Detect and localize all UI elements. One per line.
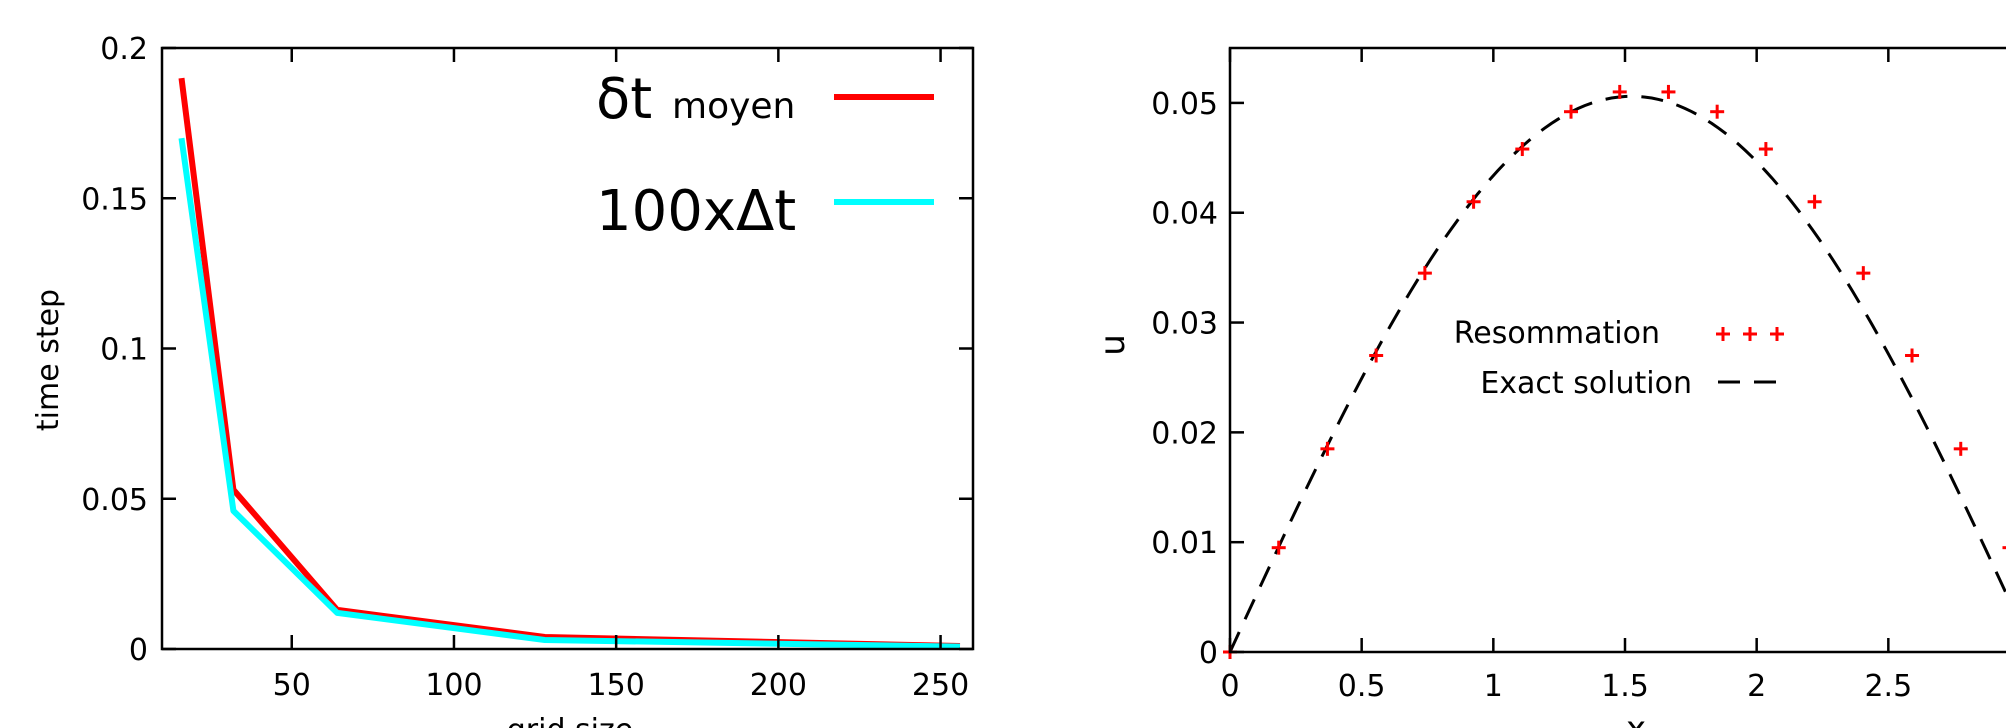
legend-plus-mark: [1743, 327, 1757, 341]
resommation-point: [1369, 348, 1384, 363]
right-ylabel: u: [1093, 334, 1133, 356]
left-ytick-label: 0.15: [81, 182, 148, 217]
left-ytick-label: 0.1: [100, 333, 148, 368]
right-xtick-label: 2: [1747, 669, 1766, 704]
resommation-point: [1758, 142, 1773, 157]
right-ytick-label: 0.02: [1151, 416, 1218, 451]
right-ytick-label: 0.03: [1151, 307, 1218, 342]
resommation-point: [1661, 84, 1676, 99]
right-xtick-label: 1.5: [1601, 669, 1649, 704]
left-series-2-line: [178, 137, 961, 650]
left-xtick-label: 50: [273, 668, 311, 703]
resommation-point: [1466, 194, 1481, 209]
resommation-point: [1953, 441, 1968, 456]
resommation-point: [1710, 104, 1725, 119]
right-legend: Resommation Exact solution: [1454, 316, 1790, 401]
resommation-point: [2002, 546, 2006, 550]
left-xtick-label: 150: [588, 668, 645, 703]
right-xtick-label: 0.5: [1338, 669, 1386, 704]
legend-plus-mark: [1716, 327, 1730, 341]
right-ytick-label: 0.01: [1151, 526, 1218, 561]
left-ytick-label: 0: [129, 633, 148, 668]
resommation-point: [1320, 441, 1335, 456]
left-ytick-label: 0.2: [100, 32, 148, 67]
legend-exact-label: Exact solution: [1480, 366, 1692, 401]
legend-entry2-symbol: Δt: [736, 179, 796, 244]
left-axes: 0 0.05 0.1 0.15 0.2 50 100 150 200 250: [81, 32, 975, 703]
legend-entry1-main: δt: [596, 67, 652, 132]
left-xtick-label: 200: [750, 668, 807, 703]
left-series-1-line: [178, 77, 961, 649]
legend-entry2-main: 100x: [596, 179, 736, 244]
exact-solution-curve: [1228, 94, 2006, 653]
left-series-group: [178, 77, 961, 650]
right-xtick-label: 2.5: [1864, 669, 1912, 704]
right-xtick-label: 1: [1484, 669, 1503, 704]
legend-resommation-marker: [1716, 327, 1784, 341]
right-ytick-label: 0: [1199, 636, 1218, 671]
resommation-point: [1807, 194, 1822, 209]
resommation-point: [1564, 104, 1579, 119]
left-chart: 00.050.10.150.250 100 150 200 250 time step …: [31, 32, 975, 728]
resommation-point: [1905, 348, 1920, 363]
right-ytick-label: 0.05: [1151, 87, 1218, 122]
right-series-group: [1223, 84, 2006, 659]
left-ylabel: time step: [31, 289, 66, 431]
left-xtick-label: 250: [912, 668, 969, 703]
resommation-point: [1856, 266, 1871, 281]
resommation-point: [1612, 84, 1627, 99]
left-xlabel: grid size: [507, 713, 633, 728]
resommation-point: [1515, 142, 1530, 157]
legend-entry1-sub: moyen: [672, 86, 795, 127]
resommation-point: [1271, 540, 1286, 555]
right-xlabel: x: [1626, 709, 1646, 728]
left-xtick-label: 100: [425, 668, 482, 703]
legend-plus-mark: [1770, 327, 1784, 341]
left-legend: δt moyen 100x Δt: [596, 67, 934, 244]
resommation-point: [1417, 266, 1432, 281]
left-ytick-label: 0.05: [81, 483, 148, 518]
right-xtick-label: 0: [1220, 669, 1239, 704]
right-ytick-label: 0.04: [1151, 197, 1218, 232]
legend-resommation-label: Resommation: [1454, 316, 1660, 351]
